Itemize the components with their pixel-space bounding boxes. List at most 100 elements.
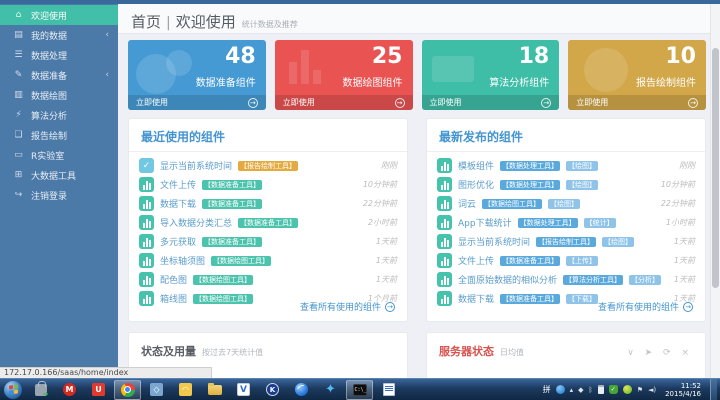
taskbar-cmd[interactable]: C:\_	[346, 379, 373, 400]
speaker-icon[interactable]: ◄)	[647, 385, 657, 394]
network-flag-icon[interactable]: ⚑	[636, 385, 643, 394]
sidebar-item-my-data[interactable]: ▤ 我的数据 ‹	[0, 25, 118, 45]
component-link[interactable]: 显示当前系统时间	[458, 238, 531, 248]
link-label: 查看所有使用的组件	[597, 303, 679, 313]
security-shield-icon[interactable]: ✓	[608, 385, 618, 394]
component-link[interactable]: App下载统计	[458, 219, 512, 229]
component-link[interactable]: 全面原始数据的相似分析	[458, 276, 558, 286]
taskbar-explorer[interactable]	[201, 380, 228, 400]
bar-chart-icon	[139, 234, 154, 249]
component-tag: 【数据准备工具】	[238, 217, 299, 228]
action-label: 立即使用	[429, 98, 462, 107]
antivirus-ball-icon[interactable]	[622, 385, 632, 394]
time-label: 1天前	[375, 237, 397, 246]
view-all-published-link[interactable]: 查看所有使用的组件 →	[598, 300, 693, 313]
stat-value: 48	[225, 44, 256, 69]
taskbar-clock[interactable]: 11:52 2015/4/16	[661, 382, 701, 398]
bar-chart-icon	[139, 177, 154, 192]
list-item[interactable]: 文件上传 【数据准备工具】 【上传】 1天前	[437, 251, 695, 270]
list-item[interactable]: ✓ 显示当前系统时间 【报告绘制工具】 刚刚	[139, 156, 397, 175]
sidebar-item-report[interactable]: ❏ 报告绘制	[0, 125, 118, 145]
taskbar-app-k[interactable]: K	[259, 380, 286, 400]
list-item[interactable]: 箱线图 【数据绘图工具】 1个月前	[139, 289, 397, 308]
stat-card-action[interactable]: 立即使用 →	[568, 95, 706, 110]
view-all-used-link[interactable]: 查看所有使用的组件 →	[300, 300, 395, 313]
list-item[interactable]: 数据下载 【数据准备工具】 22分钟前	[139, 194, 397, 213]
time-label: 1天前	[673, 256, 695, 265]
panel-title: 状态及用量	[141, 345, 196, 358]
taskbar-mail-app[interactable]: ◠	[172, 380, 199, 400]
component-link[interactable]: 箱线图	[160, 295, 188, 305]
component-link[interactable]: 显示当前系统时间	[160, 162, 233, 172]
taskbar-chrome[interactable]	[114, 379, 141, 400]
list-item[interactable]: 全面原始数据的相似分析 【算法分析工具】 【分析】 1天前	[437, 270, 695, 289]
list-item[interactable]: 模板组件 【数据处理工具】 【绘图】 刚刚	[437, 156, 695, 175]
component-link[interactable]: 模板组件	[458, 162, 495, 172]
globe-icon	[584, 48, 629, 92]
component-link[interactable]: 导入数据分类汇总	[160, 219, 233, 229]
stat-card-action[interactable]: 立即使用 →	[421, 95, 560, 110]
list-item[interactable]: 词云 【数据绘图工具】 【绘图】 22分钟前	[437, 194, 695, 213]
show-desktop-button[interactable]	[710, 378, 717, 400]
time-label: 1天前	[673, 275, 695, 284]
sidebar-item-data-plot[interactable]: ▥ 数据绘图	[0, 85, 118, 105]
component-link[interactable]: 文件上传	[458, 257, 495, 267]
list-item[interactable]: App下载统计 【数据处理工具】 【统计】 1小时前	[437, 213, 695, 232]
sidebar-item-r-lab[interactable]: ▭ R实验室	[0, 145, 118, 165]
stat-card-data-prepare[interactable]: 48 数据准备组件 立即使用 →	[128, 40, 266, 110]
component-link[interactable]: 数据下载	[458, 295, 495, 305]
component-link[interactable]: 多元获取	[160, 238, 197, 248]
page-scrollbar[interactable]	[710, 4, 720, 378]
sidebar-item-bigdata[interactable]: ⊞ 大数据工具	[0, 165, 118, 185]
update-icon[interactable]	[555, 385, 565, 394]
taskbar-remote-lock-app[interactable]: ➜	[27, 380, 54, 400]
list-item[interactable]: 数据下载 【数据准备工具】 【下载】 1天前	[437, 289, 695, 308]
sidebar-item-data-prepare[interactable]: ✎ 数据准备 ‹	[0, 65, 118, 85]
list-item[interactable]: 导入数据分类汇总 【数据准备工具】 2小时前	[139, 213, 397, 232]
component-link[interactable]: 坐标轴须图	[160, 257, 206, 267]
stat-card-data-plot[interactable]: 25 数据绘图组件 立即使用 →	[274, 40, 413, 110]
taskbar-viewer-app[interactable]: ◇	[143, 380, 170, 400]
panel-tool-icons[interactable]: ∨ ➤ ⟳ ×	[627, 348, 693, 358]
sidebar-item-logout[interactable]: ↪ 注销登录	[0, 185, 118, 205]
list-item[interactable]: 多元获取 【数据准备工具】 1天前	[139, 232, 397, 251]
stat-card-action[interactable]: 立即使用 →	[128, 95, 266, 110]
list-item[interactable]: 显示当前系统时间 【报告绘制工具】 【绘图】 1天前	[437, 232, 695, 251]
component-link[interactable]: 文件上传	[160, 181, 197, 191]
stat-card-algorithm[interactable]: 18 算法分析组件 立即使用 →	[421, 40, 560, 110]
taskbar-app-u[interactable]: U	[85, 380, 112, 400]
algorithm-icon: ⚡	[15, 110, 22, 120]
sidebar-item-label: 数据处理	[31, 51, 68, 62]
list-item[interactable]: 文件上传 【数据准备工具】 10分钟前	[139, 175, 397, 194]
list-item[interactable]: 坐标轴须图 【数据绘图工具】 1天前	[139, 251, 397, 270]
list-item[interactable]: 图形优化 【数据处理工具】 【绘图】 10分钟前	[437, 175, 695, 194]
component-link[interactable]: 图形优化	[458, 181, 495, 191]
scrollbar-thumb[interactable]	[712, 48, 719, 288]
component-tag: 【绘图】	[548, 198, 581, 209]
taskbar-browser-swirl[interactable]	[288, 380, 315, 400]
ime-indicator[interactable]: 拼	[542, 385, 551, 394]
stat-card-report[interactable]: 10 报告绘制组件 立即使用 →	[568, 40, 706, 110]
stat-card-action[interactable]: 立即使用 →	[274, 95, 413, 110]
component-link[interactable]: 数据下载	[160, 200, 197, 210]
taskbar-app-m[interactable]: M	[56, 380, 83, 400]
bluetooth-icon[interactable]: ᛒ	[588, 385, 593, 394]
taskbar-thunder[interactable]: ✦	[317, 380, 344, 400]
show-hidden-icons[interactable]: ▴	[569, 385, 574, 394]
sidebar-item-data-process[interactable]: ☰ 数据处理	[0, 45, 118, 65]
battery-icon[interactable]	[597, 385, 604, 394]
taskbar-app-v[interactable]: V	[230, 380, 257, 400]
component-link[interactable]: 配色图	[160, 276, 188, 286]
list-item[interactable]: 配色图 【数据绘图工具】 1天前	[139, 270, 397, 289]
sidebar-item-algorithm[interactable]: ⚡ 算法分析	[0, 105, 118, 125]
taskbar-word-doc[interactable]	[375, 380, 402, 400]
stat-label: 数据绘图组件	[342, 78, 403, 89]
component-link[interactable]: 词云	[458, 200, 477, 210]
sidebar-item-welcome[interactable]: ⌂ 欢迎使用	[0, 5, 118, 25]
time-label: 刚刚	[381, 161, 397, 170]
component-tag: 【数据准备工具】	[500, 293, 561, 304]
diamond-tray-icon[interactable]: ◆	[578, 385, 584, 394]
start-button[interactable]	[0, 379, 26, 400]
page-title: 首页	[131, 13, 162, 31]
time-label: 1天前	[673, 294, 695, 303]
